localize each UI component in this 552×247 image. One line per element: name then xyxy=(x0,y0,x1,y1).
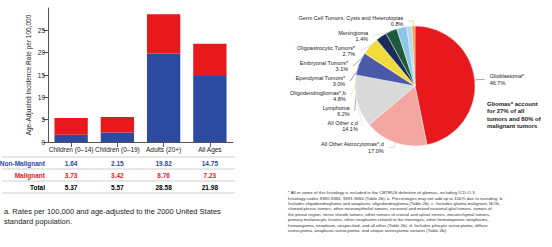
svg-text:Ependymal Tumors*: Ependymal Tumors* xyxy=(296,75,346,81)
svg-text:primary melanocytic lesions, o: primary melanocytic lesions, other neopl… xyxy=(288,217,490,222)
svg-text:8.76: 8.76 xyxy=(157,172,170,179)
svg-text:Oligodendrogliomas*,b: Oligodendrogliomas*,b xyxy=(290,90,346,96)
svg-text:0: 0 xyxy=(41,139,45,146)
svg-text:3.73: 3.73 xyxy=(65,172,78,179)
svg-text:Non-Malignant: Non-Malignant xyxy=(0,160,46,168)
svg-text:0.8%: 0.8% xyxy=(391,21,404,27)
svg-text:Children (0–14): Children (0–14) xyxy=(49,146,94,154)
svg-text:tumors and 80% of: tumors and 80% of xyxy=(487,116,542,122)
svg-text:All Other c,d: All Other c,d xyxy=(328,120,358,126)
svg-text:19.82: 19.82 xyxy=(155,160,172,167)
svg-text:choroid plexus tumors, other n: choroid plexus tumors, other neuroepithe… xyxy=(288,206,493,211)
svg-text:Lymphoma: Lymphoma xyxy=(323,105,351,111)
svg-text:46.7%: 46.7% xyxy=(490,80,506,86)
svg-text:1.64: 1.64 xyxy=(65,160,78,167)
svg-text:15: 15 xyxy=(38,72,46,79)
svg-text:Adults (20+): Adults (20+) xyxy=(146,146,181,154)
svg-text:10: 10 xyxy=(38,94,46,101)
svg-text:Glioblastoma*: Glioblastoma* xyxy=(490,73,525,79)
svg-text:20: 20 xyxy=(38,49,46,56)
svg-text:Age-Adjusted Incidence Rate pe: Age-Adjusted Incidence Rate per 100,000 xyxy=(25,14,33,135)
svg-text:Children (0–19): Children (0–19) xyxy=(95,146,140,154)
svg-text:28.58: 28.58 xyxy=(155,184,172,191)
svg-text:5: 5 xyxy=(41,116,45,123)
svg-text:histology codes 9380-9384, 939: histology codes 9380-9384, 9391-9460 (Ta… xyxy=(288,196,505,201)
svg-text:Meningioma: Meningioma xyxy=(338,30,369,36)
svg-text:7.23: 7.23 xyxy=(204,172,217,179)
svg-text:Malignant: Malignant xyxy=(15,172,46,180)
svg-text:3.1%: 3.1% xyxy=(336,66,349,72)
svg-text:6.2%: 6.2% xyxy=(337,111,350,117)
svg-text:Gliomas* account: Gliomas* account xyxy=(487,101,539,107)
svg-text:3.42: 3.42 xyxy=(111,172,124,179)
svg-text:4.8%: 4.8% xyxy=(333,96,346,102)
svg-text:5.57: 5.57 xyxy=(111,184,124,191)
svg-text:All Other Astrocytomas*,d: All Other Astrocytomas*,d xyxy=(321,141,384,147)
svg-text:a. Rates per 100,000 and age-a: a. Rates per 100,000 and age-adjusted to… xyxy=(4,207,223,216)
svg-text:Includes oligodendroglioma and: Includes oligodendroglioma and anaplasti… xyxy=(288,201,501,206)
svg-text:17.0%: 17.0% xyxy=(368,148,384,154)
svg-text:Germ Cell Tumors, Cysts and He: Germ Cell Tumors, Cysts and Heterotopias xyxy=(299,15,404,21)
svg-text:astrocytoma, anaplastic astroc: astrocytoma, anaplastic astrocytoma, and… xyxy=(288,228,447,233)
svg-text:All Ages: All Ages xyxy=(198,146,222,154)
svg-text:21.98: 21.98 xyxy=(202,184,219,191)
svg-text:Embryonal Tumors*: Embryonal Tumors* xyxy=(300,60,349,66)
svg-text:Total: Total xyxy=(30,184,45,191)
svg-text:for 27% of all: for 27% of all xyxy=(487,108,526,114)
svg-text:* All or some of this histolog: * All or some of this histology is inclu… xyxy=(288,190,476,195)
svg-text:2.15: 2.15 xyxy=(111,160,124,167)
svg-text:3.0%: 3.0% xyxy=(333,81,346,87)
svg-text:25: 25 xyxy=(38,27,46,34)
svg-text:14.1%: 14.1% xyxy=(342,126,358,132)
svg-text:malignant tumors: malignant tumors xyxy=(487,123,538,129)
svg-text:standard population.: standard population. xyxy=(4,217,72,226)
svg-text:1.4%: 1.4% xyxy=(356,36,369,42)
svg-text:hemangioma, neoplasm, unspecif: hemangioma, neoplasm, unspecified, and a… xyxy=(288,223,489,228)
svg-text:the pineal region, nerve sheat: the pineal region, nerve sheath tumors, … xyxy=(288,212,491,217)
svg-text:14.75: 14.75 xyxy=(202,160,219,167)
svg-text:5.37: 5.37 xyxy=(65,184,78,191)
svg-text:Oligoastrocytic Tumors*: Oligoastrocytic Tumors* xyxy=(297,45,356,51)
svg-text:2.7%: 2.7% xyxy=(343,51,356,57)
